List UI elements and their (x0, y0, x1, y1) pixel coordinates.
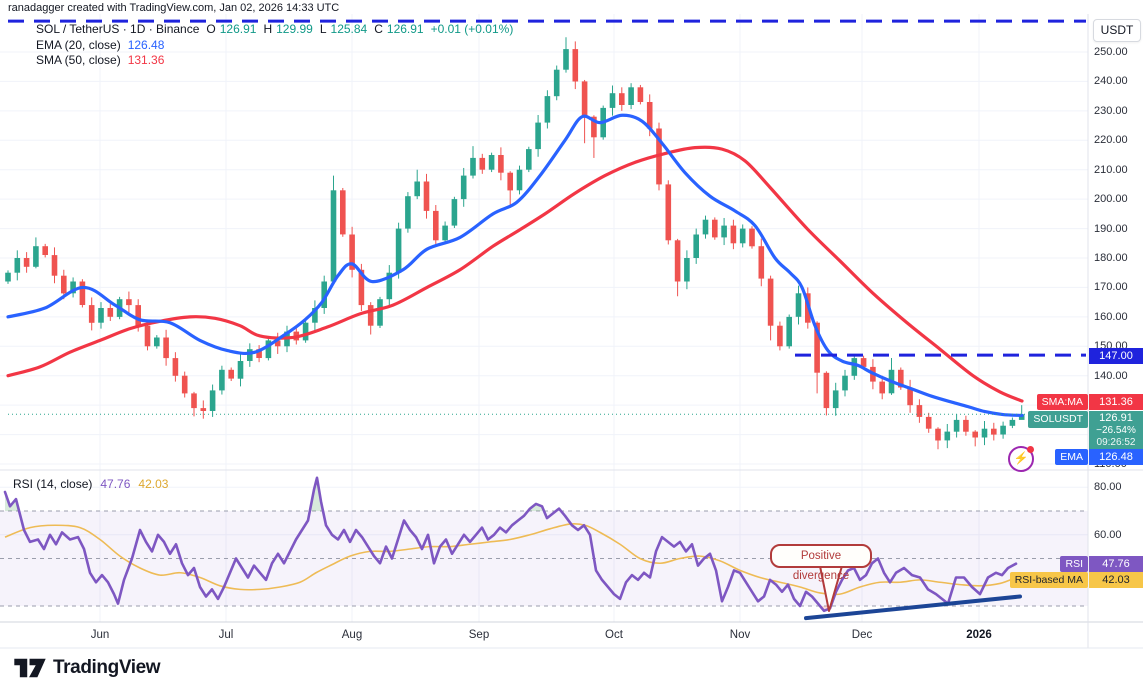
rsi-tick-label: 60.00 (1094, 528, 1122, 541)
price-tick-label: 250.00 (1094, 46, 1128, 58)
symbol-title[interactable]: SOL / TetherUS · 1D · Binance (36, 22, 200, 36)
price-tick-label: 230.00 (1094, 104, 1128, 117)
ema-label: EMA (20, close) (36, 37, 121, 52)
rsi-value: 47.76 (100, 477, 131, 491)
open-label: O (206, 22, 216, 36)
rsi-legend-row[interactable]: RSI (14, close) 47.76 42.03 (13, 477, 168, 492)
time-axis-label[interactable]: 2026 (966, 629, 992, 641)
tradingview-logo-text: TradingView (53, 657, 161, 678)
rsi-series-chip: RSI (1060, 556, 1088, 572)
currency-toggle-button[interactable]: USDT (1093, 19, 1141, 42)
rsi-ma-value-badge: 42.03 (1089, 572, 1143, 588)
rsi-ma-value: 42.03 (138, 477, 169, 491)
symbol-chip: SOLUSDT (1028, 411, 1088, 428)
ema-series-chip: EMA (1055, 449, 1088, 465)
high-label: H (263, 22, 273, 36)
price-tick-label: 200.00 (1094, 193, 1128, 206)
notification-dot (1027, 446, 1034, 453)
candlestick-series[interactable] (5, 37, 1025, 450)
ema-legend-row[interactable]: EMA (20, close) 126.48 (36, 38, 513, 54)
ema-price-badge: 126.48 (1089, 449, 1143, 465)
price-tick-label: 220.00 (1094, 134, 1128, 147)
open-value: 126.91 (219, 22, 257, 36)
low-label: L (319, 22, 327, 36)
rsi-ma-series-chip: RSI-based MA (1009, 572, 1088, 588)
price-tick-label: 240.00 (1094, 75, 1128, 88)
last-price-value: 126.91 (1099, 412, 1133, 424)
tradingview-logo-icon (14, 658, 46, 678)
close-label: C (374, 22, 383, 36)
tradingview-logo[interactable]: TradingView (14, 656, 161, 680)
sma-series-chip: SMA:MA (1036, 394, 1088, 410)
flash-icon[interactable]: ⚡ (1008, 446, 1034, 472)
alert-level-badge[interactable]: 147.00 (1089, 348, 1143, 364)
header-credit: ranadagger created with TradingView.com,… (8, 2, 340, 14)
sma-legend-row[interactable]: SMA (50, close) 131.36 (36, 53, 513, 69)
time-axis-label[interactable]: Jun (90, 629, 110, 641)
time-axis-label[interactable]: Nov (729, 629, 751, 641)
bar-countdown: 09:26:52 (1096, 437, 1136, 448)
time-axis-label[interactable]: Jul (218, 629, 234, 641)
price-tick-label: 210.00 (1094, 163, 1128, 176)
price-tick-label: 140.00 (1094, 369, 1128, 382)
sma-price-badge: 131.36 (1089, 394, 1143, 410)
price-tick-label: 160.00 (1094, 310, 1128, 323)
low-value: 125.84 (330, 22, 368, 36)
last-price-badge: 126.91 −26.54% 09:26:52 (1089, 411, 1143, 449)
sma-value: 131.36 (127, 53, 165, 67)
rsi-value-badge: 47.76 (1089, 556, 1143, 572)
time-axis-label[interactable]: Oct (605, 629, 623, 641)
time-axis-label[interactable]: Sep (468, 629, 490, 641)
sma50-line[interactable] (6, 145, 1024, 403)
price-tick-label: 170.00 (1094, 281, 1128, 294)
rsi-tick-label: 80.00 (1094, 481, 1122, 494)
rsi-label: RSI (14, close) (13, 477, 93, 491)
divergence-trendline[interactable] (804, 594, 1022, 621)
time-axis-label[interactable]: Dec (851, 629, 873, 641)
price-tick-label: 180.00 (1094, 252, 1128, 264)
change-value: +0.01 (+0.01%) (430, 22, 514, 36)
last-price-change: −26.54% (1096, 425, 1136, 436)
ema20-line[interactable] (6, 113, 1024, 418)
high-value: 129.99 (276, 22, 313, 36)
close-value: 126.91 (386, 22, 424, 36)
price-tick-label: 190.00 (1094, 222, 1128, 235)
ema-value: 126.48 (127, 37, 165, 52)
sma-label: SMA (50, close) (36, 53, 121, 67)
divergence-annotation[interactable]: Positive divergence (770, 544, 872, 582)
time-axis-label[interactable]: Aug (341, 629, 363, 641)
